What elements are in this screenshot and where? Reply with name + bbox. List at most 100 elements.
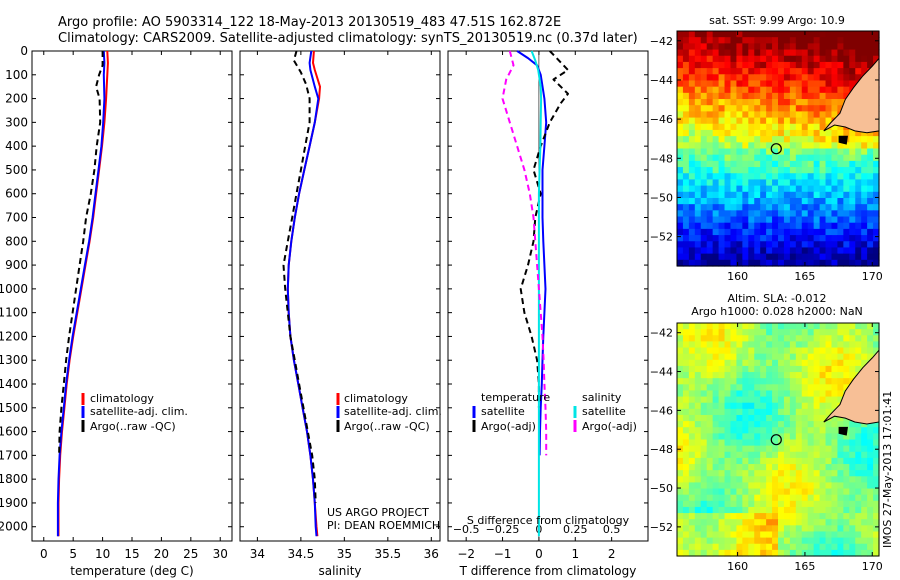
map-cell: [766, 105, 773, 112]
map-cell: [855, 549, 862, 557]
map-cell: [801, 482, 809, 490]
map-cell: [772, 49, 779, 57]
map-cell: [748, 408, 755, 416]
map-cell: [855, 476, 862, 484]
map-cell: [736, 457, 743, 465]
map-cell: [849, 537, 856, 545]
map-cell: [736, 445, 743, 453]
map-cell: [807, 402, 815, 410]
map-cell: [831, 247, 839, 255]
map-cell: [766, 329, 773, 336]
map-cell: [783, 191, 791, 199]
map-cell: [682, 433, 690, 441]
map-cell: [807, 427, 815, 434]
map-cell: [778, 531, 785, 539]
map-cell: [873, 167, 880, 174]
map-cell: [801, 37, 809, 44]
map-cell: [748, 359, 755, 367]
map-cell: [748, 421, 755, 428]
map-cell: [867, 136, 874, 143]
map-cell: [682, 123, 690, 131]
map-cell: [754, 451, 761, 459]
map-cell: [754, 488, 761, 496]
map-x-tick-label: 170: [862, 560, 883, 573]
map-cell: [831, 384, 839, 392]
map-cell: [795, 451, 803, 459]
map-cell: [849, 323, 856, 330]
map-cell: [873, 470, 880, 477]
map-cell: [831, 123, 839, 131]
map-cell: [867, 531, 874, 539]
map-cell: [819, 451, 827, 459]
salinity-difference-tick-label: −0.25: [486, 523, 520, 536]
map-cell: [766, 335, 773, 342]
map-cell: [712, 402, 720, 410]
map-cell: [772, 414, 779, 422]
map-cell: [795, 372, 803, 379]
map-cell: [801, 49, 809, 57]
map-cell: [855, 335, 862, 342]
map-cell: [706, 259, 714, 267]
map-cell: [730, 241, 738, 249]
map-cell: [867, 525, 874, 533]
map-cell: [748, 222, 755, 230]
map-cell: [819, 259, 827, 267]
map-cell: [825, 31, 833, 38]
map-cell: [843, 222, 850, 230]
map-cell: [736, 323, 743, 330]
map-cell: [682, 210, 690, 218]
map-cell: [682, 414, 690, 422]
map-cell: [682, 197, 690, 205]
map-cell: [682, 537, 690, 545]
map-cell: [694, 191, 702, 199]
map-cell: [778, 105, 785, 112]
map-cell: [730, 61, 738, 69]
map-cell: [754, 160, 761, 168]
map-cell: [813, 136, 821, 143]
map-cell: [843, 494, 850, 502]
map-cell: [778, 111, 785, 119]
map-cell: [789, 216, 797, 224]
map-cell: [873, 247, 880, 255]
map-cell: [778, 384, 785, 392]
map-cell: [718, 537, 726, 545]
map-cell: [712, 43, 720, 51]
map-cell: [831, 488, 839, 496]
map-cell: [760, 457, 767, 465]
map-cell: [742, 92, 749, 100]
map-cell: [783, 222, 791, 230]
map-cell: [855, 488, 862, 496]
map-cell: [730, 482, 738, 490]
map-cell: [718, 482, 726, 490]
map-cell: [730, 253, 738, 261]
map-cell: [742, 372, 749, 379]
map-cell: [730, 500, 738, 508]
map-cell: [736, 37, 743, 44]
map-cell: [682, 99, 690, 106]
map-cell: [789, 421, 797, 428]
map-cell: [837, 519, 844, 526]
map-cell: [694, 470, 702, 477]
map-cell: [825, 43, 833, 51]
map-cell: [825, 335, 833, 342]
map-cell: [861, 129, 868, 137]
map-cell: [789, 160, 797, 168]
map-cell: [807, 537, 815, 545]
map-cell: [700, 99, 708, 106]
map-cell: [873, 253, 880, 261]
map-cell: [682, 179, 690, 187]
map-cell: [778, 470, 785, 477]
map-cell: [867, 222, 874, 230]
map-cell: [772, 323, 779, 330]
map-cell: [873, 148, 880, 156]
map-cell: [873, 488, 880, 496]
map-cell: [677, 494, 684, 502]
map-cell: [849, 500, 856, 508]
map-cell: [760, 210, 767, 218]
map-cell: [813, 457, 821, 465]
map-cell: [754, 341, 761, 349]
map-cell: [718, 210, 726, 218]
map-cell: [706, 470, 714, 477]
map-cell: [837, 123, 844, 131]
map-cell: [700, 543, 708, 551]
